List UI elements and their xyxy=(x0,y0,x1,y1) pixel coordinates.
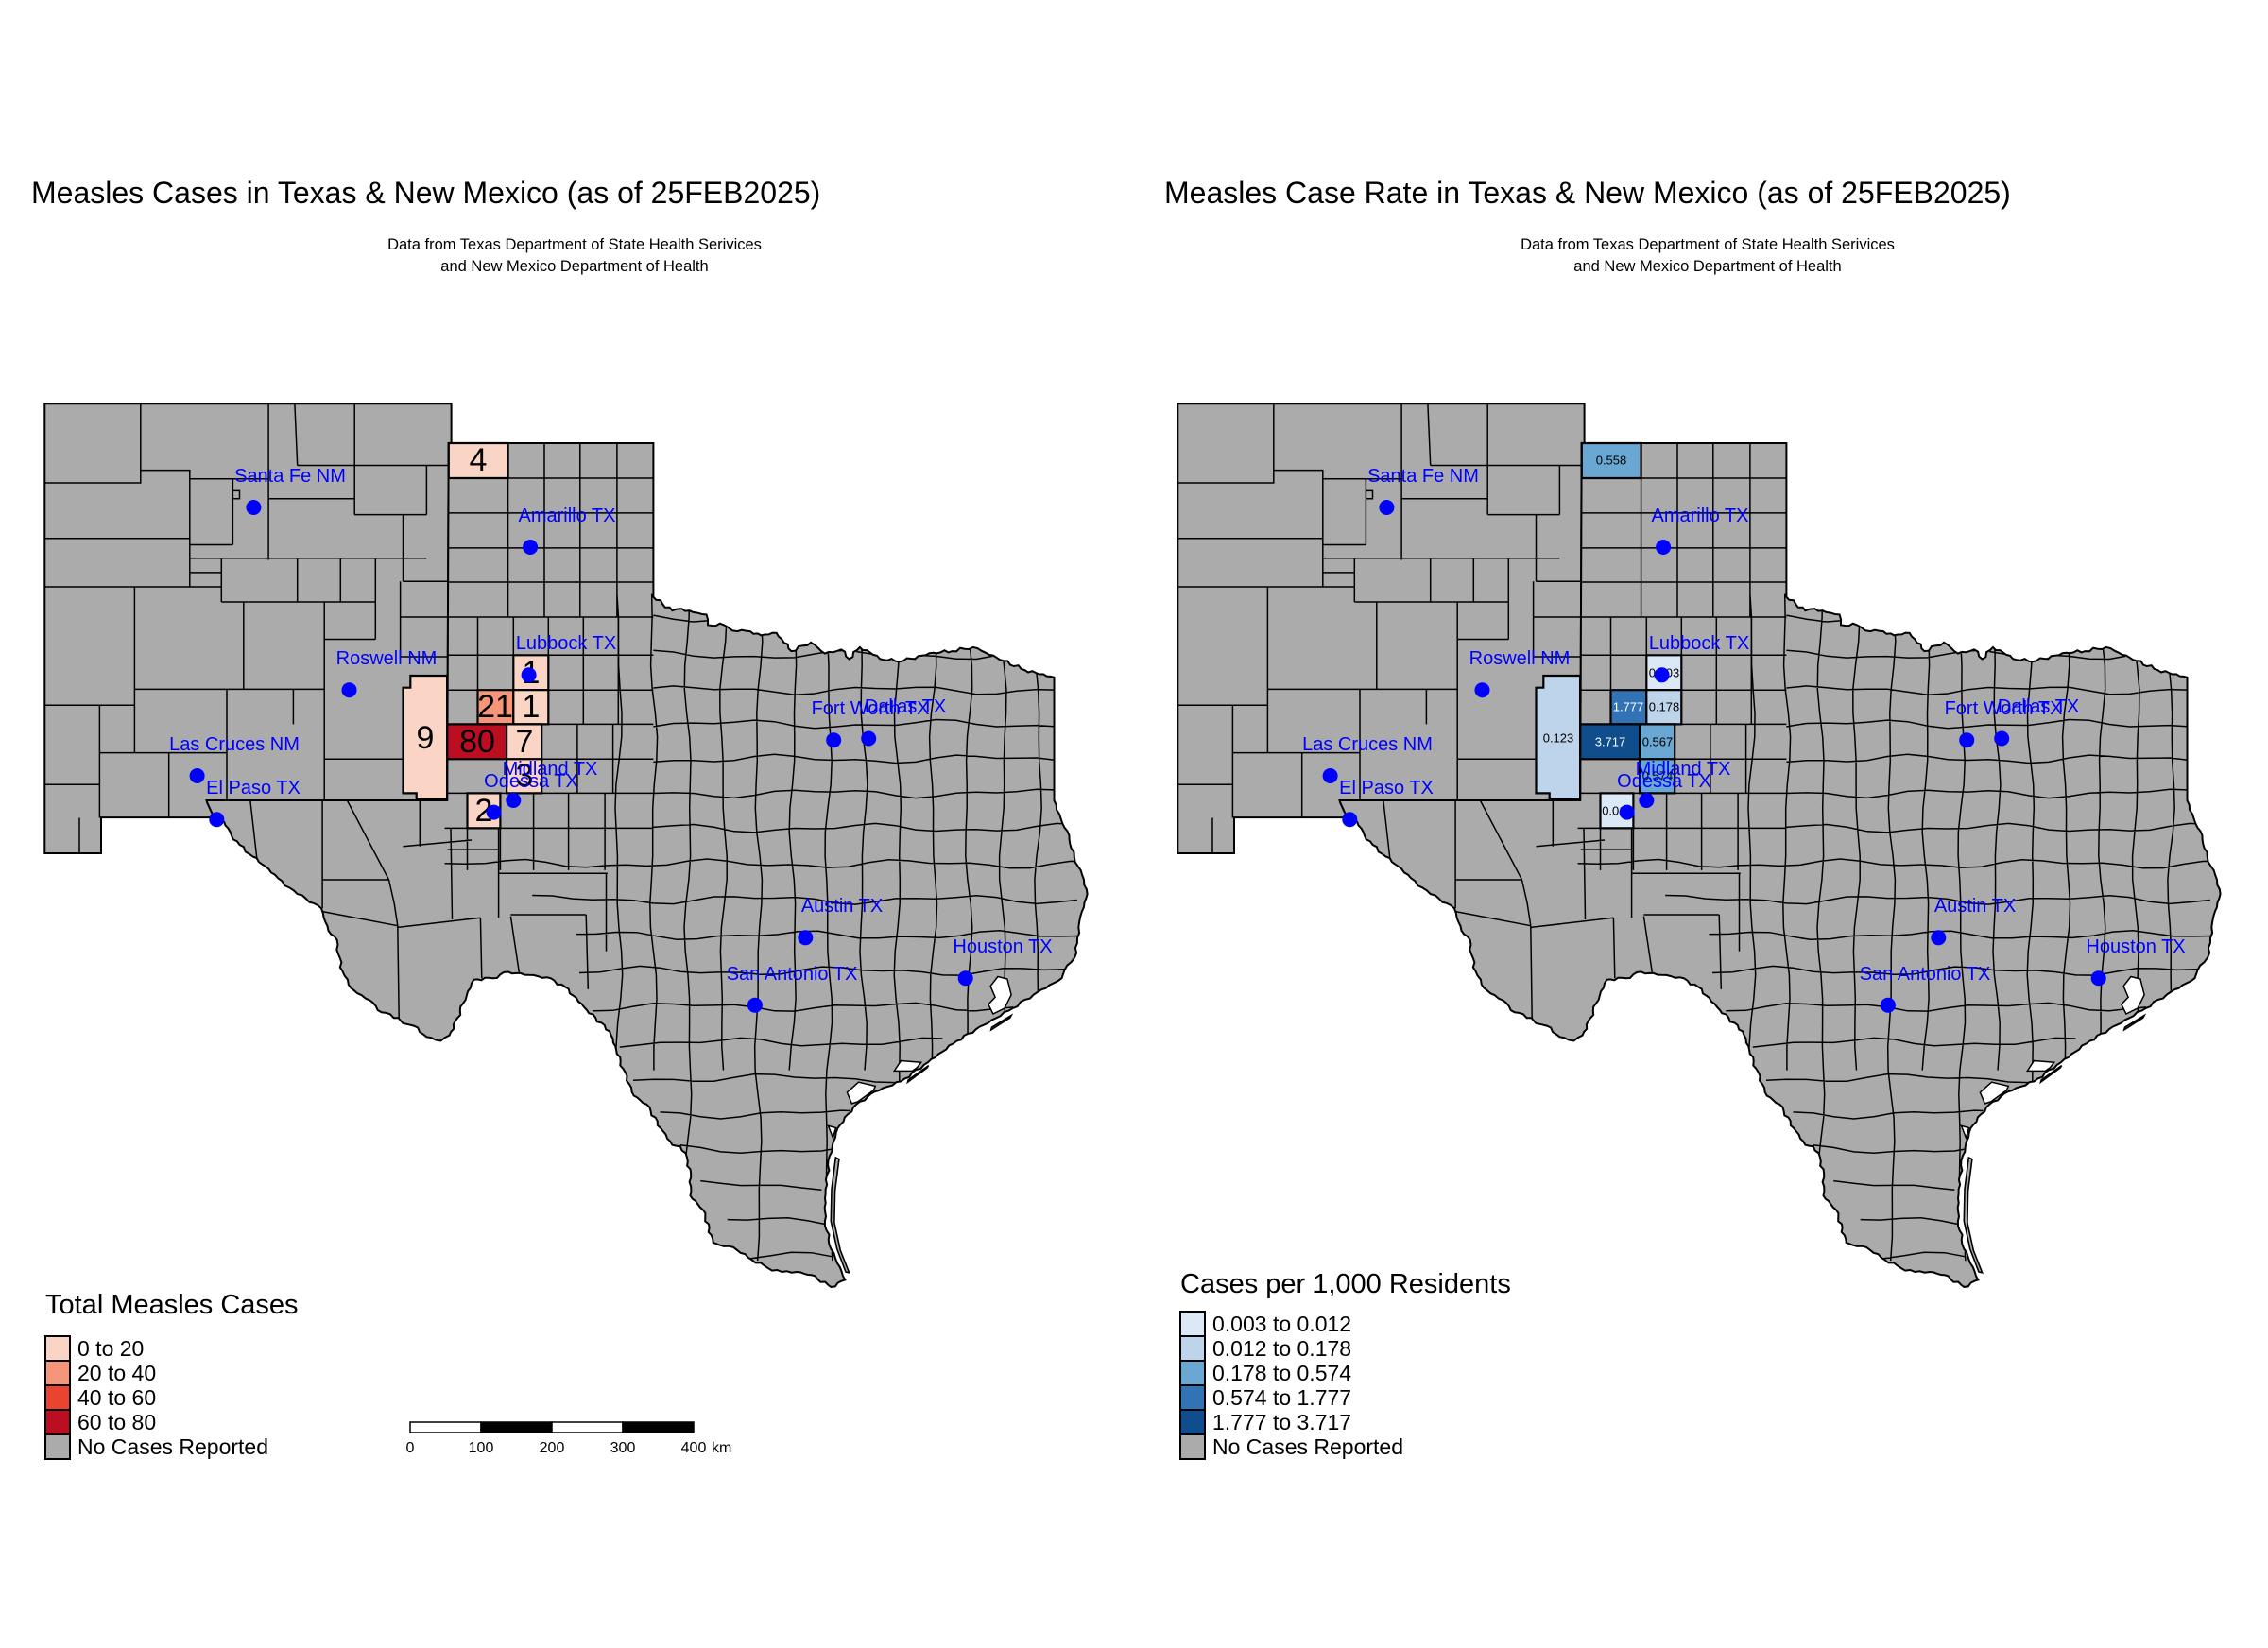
svg-text:Roswell NM: Roswell NM xyxy=(1469,648,1571,669)
svg-text:0.558: 0.558 xyxy=(1596,454,1627,468)
svg-text:100: 100 xyxy=(469,1440,494,1456)
svg-text:0.178 to 0.574: 0.178 to 0.574 xyxy=(1212,1361,1351,1385)
svg-text:Data from Texas Department of: Data from Texas Department of State Heal… xyxy=(387,236,762,253)
svg-text:Data from Texas Department of: Data from Texas Department of State Heal… xyxy=(1521,236,1895,253)
svg-text:21: 21 xyxy=(477,689,513,725)
svg-text:400: 400 xyxy=(681,1440,707,1456)
svg-text:0: 0 xyxy=(406,1440,415,1456)
svg-text:Roswell NM: Roswell NM xyxy=(336,648,438,669)
svg-text:Lubbock TX: Lubbock TX xyxy=(1649,633,1749,654)
svg-text:2: 2 xyxy=(475,793,493,829)
svg-text:Houston TX: Houston TX xyxy=(2086,936,2185,957)
svg-text:Santa Fe NM: Santa Fe NM xyxy=(1367,466,1479,487)
svg-text:Dallas TX: Dallas TX xyxy=(1998,696,2079,717)
svg-text:Midland TX: Midland TX xyxy=(1636,759,1731,780)
svg-text:San Antonio TX: San Antonio TX xyxy=(1860,964,1991,985)
svg-text:0 to 20: 0 to 20 xyxy=(77,1336,144,1361)
svg-text:Santa Fe NM: Santa Fe NM xyxy=(234,466,346,487)
svg-text:1.777: 1.777 xyxy=(1613,700,1644,714)
svg-text:Total Measles Cases: Total Measles Cases xyxy=(45,1290,299,1320)
svg-text:200: 200 xyxy=(540,1440,565,1456)
svg-text:4: 4 xyxy=(470,442,488,478)
svg-text:0.123: 0.123 xyxy=(1543,731,1574,746)
svg-text:Measles Case Rate in Texas & N: Measles Case Rate in Texas & New Mexico … xyxy=(1164,176,2011,210)
svg-text:0.574: 0.574 xyxy=(1642,769,1674,783)
svg-text:Dallas TX: Dallas TX xyxy=(865,696,946,717)
svg-text:Austin TX: Austin TX xyxy=(1934,896,2016,917)
svg-text:Lubbock TX: Lubbock TX xyxy=(516,633,616,654)
svg-text:Measles Cases in Texas & New M: Measles Cases in Texas & New Mexico (as … xyxy=(31,176,820,210)
svg-text:and New Mexico Department of H: and New Mexico Department of Health xyxy=(1573,258,1841,275)
svg-text:0.178: 0.178 xyxy=(1649,700,1680,714)
svg-text:Amarillo TX: Amarillo TX xyxy=(519,506,616,526)
svg-text:Amarillo TX: Amarillo TX xyxy=(1652,506,1749,526)
svg-text:San Antonio TX: San Antonio TX xyxy=(727,964,858,985)
svg-text:No Cases Reported: No Cases Reported xyxy=(77,1434,268,1459)
svg-text:3.717: 3.717 xyxy=(1595,735,1626,749)
svg-text:No Cases Reported: No Cases Reported xyxy=(1212,1434,1403,1459)
svg-text:Odessa TX: Odessa TX xyxy=(1617,771,1711,792)
svg-text:Odessa TX: Odessa TX xyxy=(484,771,578,792)
svg-text:km: km xyxy=(712,1440,731,1456)
svg-text:Fort Worth TX: Fort Worth TX xyxy=(1945,698,2063,719)
svg-text:40 to 60: 40 to 60 xyxy=(77,1385,156,1410)
svg-text:60 to 80: 60 to 80 xyxy=(77,1410,156,1434)
svg-text:and New Mexico Department of H: and New Mexico Department of Health xyxy=(440,258,708,275)
svg-text:1.777 to 3.717: 1.777 to 3.717 xyxy=(1212,1410,1351,1434)
svg-text:Las Cruces NM: Las Cruces NM xyxy=(169,734,300,755)
svg-text:El Paso TX: El Paso TX xyxy=(1339,778,1434,798)
svg-text:Cases per 1,000 Residents: Cases per 1,000 Residents xyxy=(1180,1269,1511,1299)
svg-text:0.574 to 1.777: 0.574 to 1.777 xyxy=(1212,1385,1351,1410)
svg-text:Fort Worth TX: Fort Worth TX xyxy=(812,698,930,719)
svg-text:El Paso TX: El Paso TX xyxy=(206,778,301,798)
svg-text:80: 80 xyxy=(459,724,495,760)
svg-text:0.012 to 0.178: 0.012 to 0.178 xyxy=(1212,1336,1351,1361)
svg-text:0.003 to 0.012: 0.003 to 0.012 xyxy=(1212,1312,1351,1336)
svg-text:3: 3 xyxy=(516,758,534,794)
svg-text:1: 1 xyxy=(523,689,541,725)
svg-text:7: 7 xyxy=(516,724,534,760)
svg-text:0.567: 0.567 xyxy=(1642,735,1674,749)
svg-text:300: 300 xyxy=(610,1440,636,1456)
svg-text:Austin TX: Austin TX xyxy=(801,896,883,917)
svg-text:Las Cruces NM: Las Cruces NM xyxy=(1302,734,1433,755)
svg-text:20 to 40: 20 to 40 xyxy=(77,1361,156,1385)
svg-text:Midland TX: Midland TX xyxy=(503,759,598,780)
svg-text:9: 9 xyxy=(417,720,435,756)
svg-text:Houston TX: Houston TX xyxy=(953,936,1052,957)
